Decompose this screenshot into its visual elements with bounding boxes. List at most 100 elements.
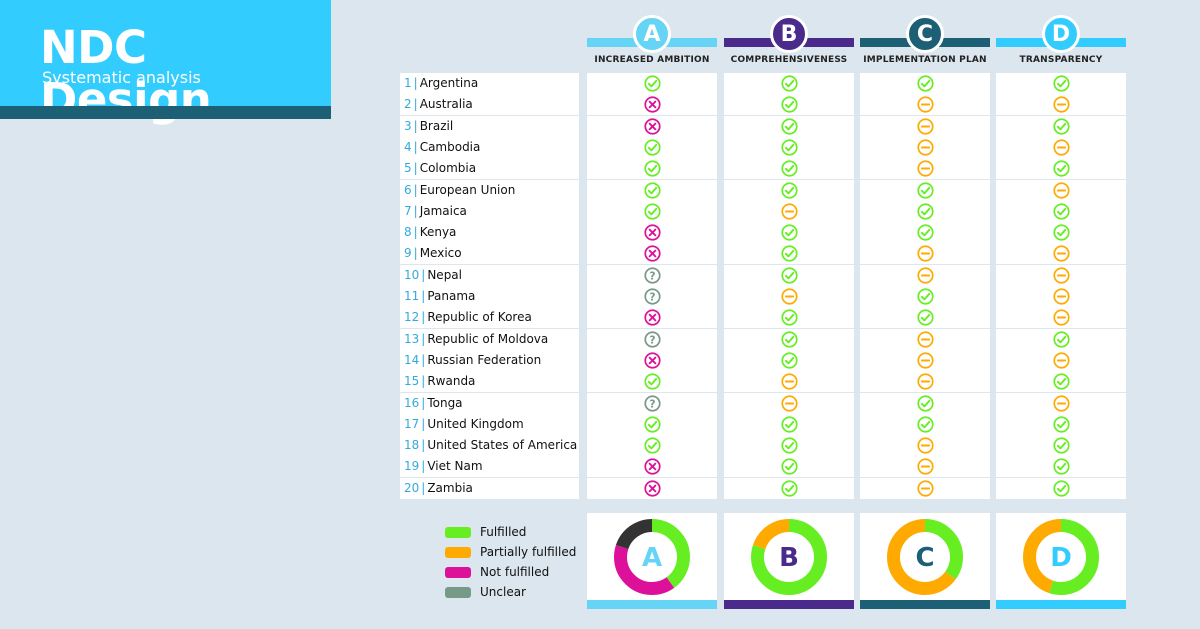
minus-icon xyxy=(916,267,934,284)
status-cell-d xyxy=(996,180,1126,201)
status-cell-c xyxy=(860,478,990,499)
row-separator: | xyxy=(421,438,426,452)
row-number: 4 xyxy=(404,140,412,154)
check-icon xyxy=(916,224,934,241)
title-banner: NDC Design Systematic analysis xyxy=(0,0,331,126)
status-cell-c xyxy=(860,116,990,137)
row-number: 11 xyxy=(404,289,420,303)
title-strip xyxy=(0,106,331,119)
minus-icon xyxy=(1052,309,1070,326)
status-cell-b xyxy=(724,435,854,456)
status-cell-a xyxy=(587,180,717,201)
minus-icon xyxy=(916,373,934,390)
minus-icon xyxy=(916,96,934,113)
row-number: 16 xyxy=(404,396,420,410)
country-name: Kenya xyxy=(419,225,457,239)
status-cell-a: ? xyxy=(587,286,717,307)
svg-text:?: ? xyxy=(649,290,655,303)
svg-text:?: ? xyxy=(649,333,655,346)
status-cell-c xyxy=(860,371,990,392)
donut-slice-partial xyxy=(751,519,827,595)
check-icon xyxy=(780,267,798,284)
check-icon xyxy=(780,480,798,497)
check-icon xyxy=(780,118,798,135)
status-cell-b xyxy=(724,307,854,328)
status-cell-d xyxy=(996,371,1126,392)
country-name: United States of America xyxy=(427,438,578,452)
row-number: 13 xyxy=(404,332,420,346)
minus-icon xyxy=(1052,182,1070,199)
cross-icon xyxy=(643,480,661,497)
country-name: Australia xyxy=(419,97,473,111)
status-cell-b xyxy=(724,158,854,179)
country-name: Colombia xyxy=(419,161,477,175)
legend-swatch xyxy=(445,546,471,558)
donut-center-letter: B xyxy=(779,543,799,573)
row-number: 14 xyxy=(404,353,420,367)
check-icon xyxy=(780,331,798,348)
country-row-label: 6 | European Union xyxy=(400,180,579,201)
status-cell-c xyxy=(860,414,990,435)
country-row-label: 9 | Mexico xyxy=(400,243,579,264)
status-cell-a xyxy=(587,201,717,222)
status-cell-a xyxy=(587,116,717,137)
status-cell-b xyxy=(724,265,854,286)
legend-item-fulfilled: Fulfilled xyxy=(445,525,526,539)
svg-text:?: ? xyxy=(649,397,655,410)
column-header-b: COMPREHENSIVENESS xyxy=(730,55,848,65)
country-row-label: 19 | Viet Nam xyxy=(400,456,579,477)
check-icon xyxy=(780,416,798,433)
column-header-c: IMPLEMENTATION PLAN xyxy=(863,55,987,65)
row-separator: | xyxy=(421,396,426,410)
check-icon xyxy=(1052,224,1070,241)
check-icon xyxy=(643,373,661,390)
status-cell-d xyxy=(996,201,1126,222)
minus-icon xyxy=(1052,96,1070,113)
country-name: Mexico xyxy=(419,246,462,260)
row-separator: | xyxy=(421,332,426,346)
row-separator: | xyxy=(421,353,426,367)
check-icon xyxy=(916,75,934,92)
row-separator: | xyxy=(421,268,426,282)
minus-icon xyxy=(780,373,798,390)
minus-icon xyxy=(916,480,934,497)
legend-item-not-fulfilled: Not fulfilled xyxy=(445,565,549,579)
row-number: 18 xyxy=(404,438,420,452)
row-number: 15 xyxy=(404,374,420,388)
row-separator: | xyxy=(413,246,418,260)
country-row-label: 16 | Tonga xyxy=(400,393,579,414)
legend-swatch xyxy=(445,586,471,598)
row-separator: | xyxy=(421,310,426,324)
minus-icon xyxy=(916,118,934,135)
column-badge-a: A xyxy=(633,15,671,53)
status-cell-c xyxy=(860,94,990,115)
check-icon xyxy=(643,160,661,177)
status-cell-d xyxy=(996,329,1126,350)
legend-item-partial: Partially fulfilled xyxy=(445,545,576,559)
status-cell-b xyxy=(724,116,854,137)
legend-label: Partially fulfilled xyxy=(480,545,577,559)
status-cell-c xyxy=(860,180,990,201)
donut-chart-b: B xyxy=(751,519,827,595)
status-cell-a: ? xyxy=(587,393,717,414)
status-cell-a xyxy=(587,371,717,392)
row-number: 7 xyxy=(404,204,412,218)
status-cell-c xyxy=(860,201,990,222)
legend-label: Unclear xyxy=(480,585,526,599)
donut-bar-c xyxy=(860,600,990,609)
row-number: 10 xyxy=(404,268,420,282)
minus-icon xyxy=(1052,288,1070,305)
status-cell-b xyxy=(724,222,854,243)
donut-center-letter: D xyxy=(1050,543,1072,573)
minus-icon xyxy=(916,437,934,454)
row-separator: | xyxy=(421,289,426,303)
status-cell-d xyxy=(996,307,1126,328)
status-cell-a xyxy=(587,414,717,435)
country-row-label: 15 | Rwanda xyxy=(400,371,579,392)
country-name: Cambodia xyxy=(419,140,481,154)
row-separator: | xyxy=(413,183,418,197)
country-name: Nepal xyxy=(427,268,462,282)
status-cell-b xyxy=(724,478,854,499)
donut-bar-b xyxy=(724,600,854,609)
status-cell-c xyxy=(860,286,990,307)
